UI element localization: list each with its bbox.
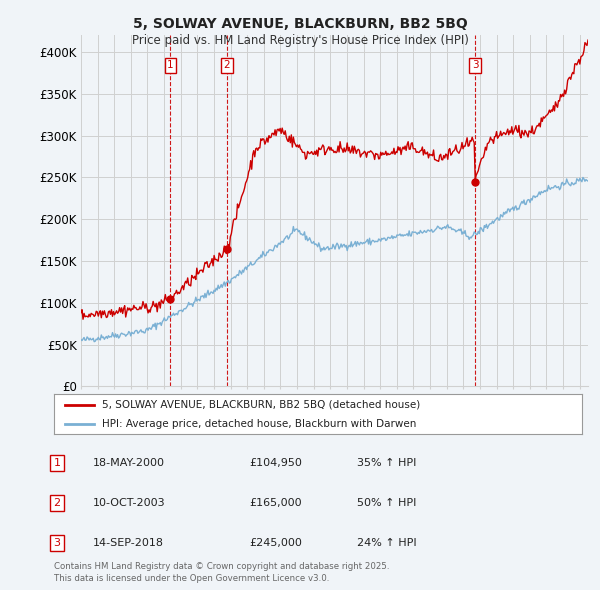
Text: 35% ↑ HPI: 35% ↑ HPI xyxy=(357,458,416,468)
Text: HPI: Average price, detached house, Blackburn with Darwen: HPI: Average price, detached house, Blac… xyxy=(101,419,416,429)
Text: 1: 1 xyxy=(53,458,61,468)
Text: 2: 2 xyxy=(224,60,230,70)
Text: 10-OCT-2003: 10-OCT-2003 xyxy=(93,498,166,507)
Text: 3: 3 xyxy=(53,538,61,548)
Text: 2: 2 xyxy=(53,498,61,507)
Text: 50% ↑ HPI: 50% ↑ HPI xyxy=(357,498,416,507)
Text: 3: 3 xyxy=(472,60,478,70)
Text: Contains HM Land Registry data © Crown copyright and database right 2025.
This d: Contains HM Land Registry data © Crown c… xyxy=(54,562,389,583)
Text: £165,000: £165,000 xyxy=(249,498,302,507)
Text: £104,950: £104,950 xyxy=(249,458,302,468)
Text: £245,000: £245,000 xyxy=(249,538,302,548)
Text: 24% ↑ HPI: 24% ↑ HPI xyxy=(357,538,416,548)
Text: Price paid vs. HM Land Registry's House Price Index (HPI): Price paid vs. HM Land Registry's House … xyxy=(131,34,469,47)
Text: 5, SOLWAY AVENUE, BLACKBURN, BB2 5BQ (detached house): 5, SOLWAY AVENUE, BLACKBURN, BB2 5BQ (de… xyxy=(101,400,420,410)
Text: 1: 1 xyxy=(167,60,174,70)
Text: 18-MAY-2000: 18-MAY-2000 xyxy=(93,458,165,468)
Text: 14-SEP-2018: 14-SEP-2018 xyxy=(93,538,164,548)
Text: 5, SOLWAY AVENUE, BLACKBURN, BB2 5BQ: 5, SOLWAY AVENUE, BLACKBURN, BB2 5BQ xyxy=(133,17,467,31)
